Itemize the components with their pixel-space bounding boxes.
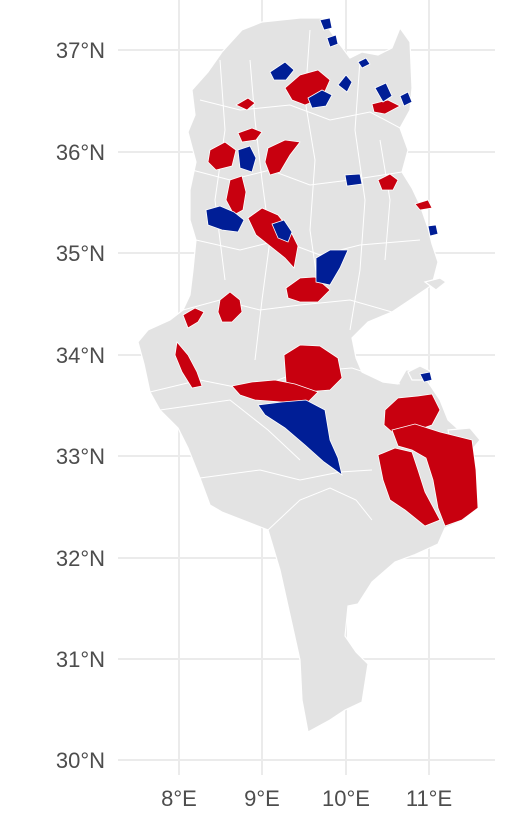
- lat-tick-label: 32°N: [56, 546, 105, 571]
- border-line: [182, 299, 393, 313]
- red-regions: [174, 69, 479, 527]
- blue-region: [344, 173, 363, 187]
- blue-region: [399, 91, 413, 107]
- red-region: [231, 379, 319, 403]
- red-region: [285, 276, 331, 303]
- red-region: [377, 447, 441, 527]
- lon-tick-label: 8°E: [161, 786, 197, 811]
- blue-region: [205, 205, 245, 233]
- y-axis: 37°N 36°N 35°N 34°N 33°N 32°N 31°N 30°N: [56, 38, 105, 773]
- red-region: [247, 207, 299, 269]
- lat-tick-label: 30°N: [56, 748, 105, 773]
- blue-region: [374, 82, 393, 103]
- blue-region: [271, 219, 293, 243]
- blue-region: [357, 57, 371, 69]
- lat-tick-label: 31°N: [56, 647, 105, 672]
- red-region: [225, 175, 247, 216]
- blue-region: [319, 17, 333, 31]
- lon-tick-label: 9°E: [244, 786, 280, 811]
- lon-tick-label: 10°E: [322, 786, 370, 811]
- lat-tick-label: 34°N: [56, 343, 105, 368]
- blue-region: [337, 74, 353, 93]
- blue-region: [326, 34, 339, 48]
- border-line: [159, 399, 301, 461]
- border-line: [379, 139, 391, 261]
- red-region: [414, 199, 433, 211]
- red-region: [235, 97, 256, 111]
- border-line: [195, 239, 421, 256]
- blue-region: [427, 224, 439, 237]
- blue-region: [257, 399, 343, 476]
- red-region: [391, 423, 479, 527]
- lat-tick-label: 35°N: [56, 241, 105, 266]
- red-region: [207, 141, 237, 171]
- border-line: [199, 99, 401, 129]
- border-line: [199, 469, 373, 481]
- blue-region: [269, 61, 295, 81]
- lat-tick-label: 33°N: [56, 444, 105, 469]
- red-region: [174, 341, 203, 389]
- blue-region: [419, 371, 433, 383]
- lat-tick-label: 37°N: [56, 38, 105, 63]
- red-region: [182, 307, 205, 329]
- blue-region: [307, 89, 333, 109]
- border-line: [349, 59, 366, 331]
- blue-region: [237, 145, 257, 173]
- x-axis: 8°E 9°E 10°E 11°E: [161, 786, 452, 811]
- red-region: [237, 127, 263, 143]
- red-region: [383, 393, 441, 433]
- border-line: [267, 487, 373, 531]
- red-region: [377, 173, 399, 191]
- lon-tick-label: 11°E: [406, 786, 452, 811]
- cap-bon-tip: [423, 277, 448, 291]
- blue-regions: [205, 17, 439, 476]
- blue-region: [315, 249, 349, 286]
- lat-tick-label: 36°N: [56, 140, 105, 165]
- red-region: [217, 291, 243, 323]
- red-region: [264, 139, 301, 176]
